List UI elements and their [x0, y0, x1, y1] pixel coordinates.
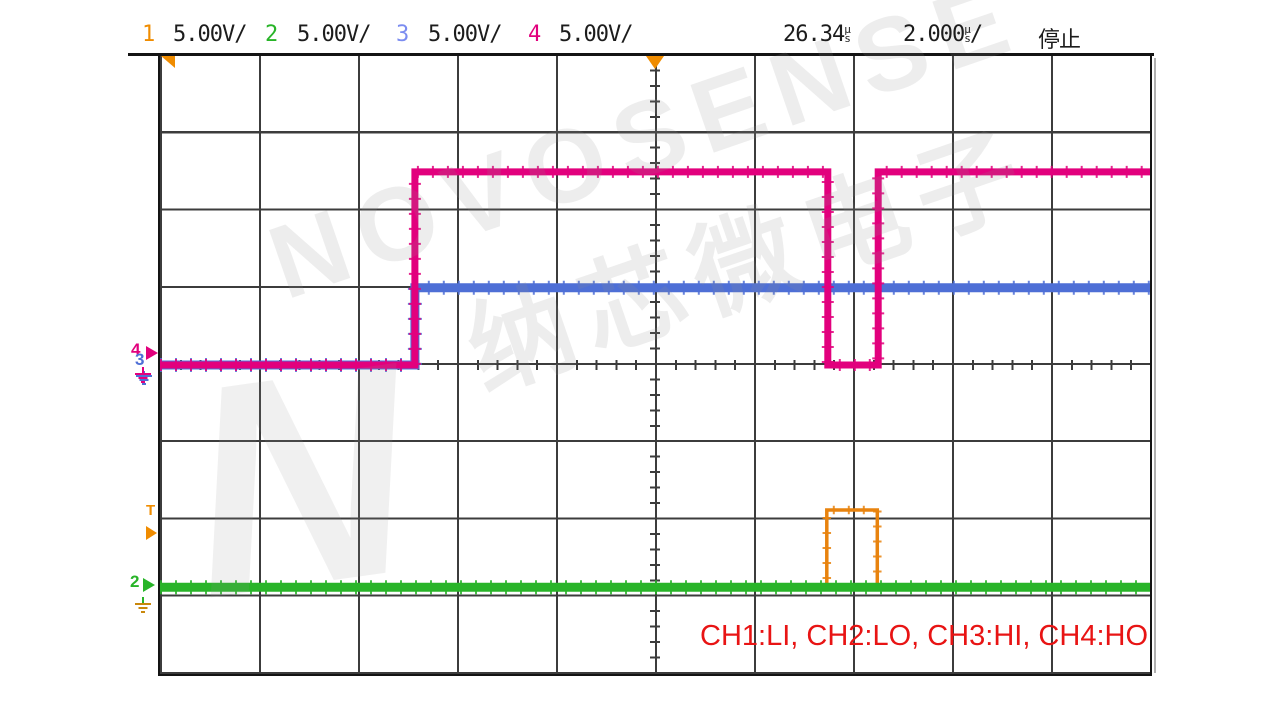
ch4-position-arrow-icon: [146, 346, 158, 360]
vertical-axis-ticks: [650, 56, 660, 674]
ch2-ground-marker[interactable]: 2: [126, 572, 160, 618]
ch4-ch3-ground-marker[interactable]: 4 3: [128, 341, 162, 387]
ch4-marker-label: 4: [131, 340, 141, 359]
status-bar: 1 5.00V/ 2 5.00V/ 3 5.00V/ 4 5.00V/ 26.3…: [0, 18, 1280, 54]
ch2-marker-label: 2: [130, 572, 140, 591]
ch2-number[interactable]: 2: [265, 22, 278, 47]
trace-ch3-hi-: [160, 283, 1150, 370]
timebase-unit-micro: µ: [964, 23, 971, 36]
ch1-scale-readout[interactable]: 5.00V/: [173, 22, 247, 47]
delay-unit-s: s: [844, 32, 851, 45]
grid-shadow-line: [1154, 58, 1156, 673]
trigger-level-arrow-icon: [146, 526, 157, 540]
timebase-value: 2.000: [903, 22, 965, 47]
ch2-position-arrow-icon: [143, 578, 155, 592]
ch3-marker-label: 3: [135, 350, 145, 369]
ground-symbol-icon: [135, 367, 152, 385]
delay-value: 26.34: [783, 22, 845, 47]
delay-readout[interactable]: 26.34 µ s: [783, 22, 851, 47]
trace-ch4-ho-: [160, 165, 1150, 371]
timebase-suffix: /: [969, 22, 983, 47]
channel-legend-annotation: CH1:LI, CH2:LO, CH3:HI, CH4:HO: [700, 620, 1148, 652]
statusbar-separator-line: [128, 53, 1154, 56]
run-status[interactable]: 停止: [1038, 28, 1081, 53]
trace-ch3-hi-: [160, 280, 1150, 372]
ch2-scale-readout[interactable]: 5.00V/: [297, 22, 371, 47]
ch4-number[interactable]: 4: [528, 22, 541, 47]
ch3-number[interactable]: 3: [396, 22, 409, 47]
waveform-svg: [160, 165, 1150, 595]
trace-ch1-li-: [160, 505, 1150, 592]
trigger-time-marker-icon[interactable]: [646, 56, 664, 69]
trace-ch1-li-: [160, 508, 1150, 589]
trigger-level-marker[interactable]: T: [144, 503, 164, 543]
ch1-ch2-ground-symbol-icon: [135, 597, 151, 613]
delay-unit-micro: µ: [844, 23, 851, 36]
ch3-scale-readout[interactable]: 5.00V/: [428, 22, 502, 47]
trigger-marker-label: T: [146, 502, 156, 519]
timebase-readout[interactable]: 2.000 µ s /: [903, 22, 983, 47]
ch1-number[interactable]: 1: [142, 22, 155, 47]
trace-ch4-ho-: [160, 168, 1150, 369]
ch4-scale-readout[interactable]: 5.00V/: [559, 22, 633, 47]
timebase-unit-s: s: [964, 32, 971, 45]
